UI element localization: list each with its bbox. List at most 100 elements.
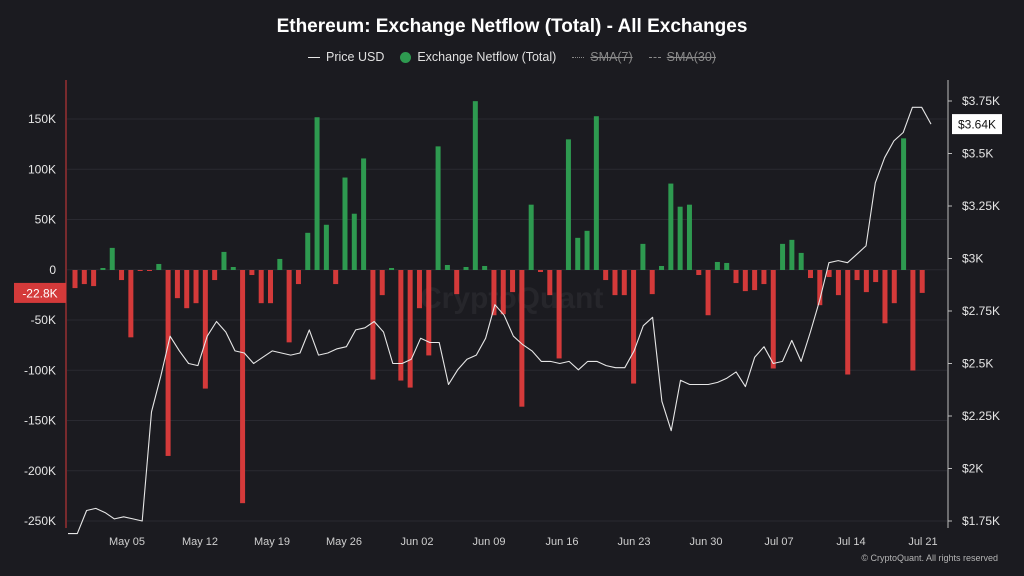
legend-exchange-netflow[interactable]: Exchange Netflow (Total) xyxy=(400,50,556,64)
netflow-bar-negative xyxy=(249,270,255,276)
y-right-tick-label: $3.25K xyxy=(962,199,1000,213)
netflow-bar-negative xyxy=(407,270,413,388)
netflow-bar-negative xyxy=(770,270,776,369)
netflow-bar-positive xyxy=(686,204,692,270)
netflow-bar-negative xyxy=(538,270,543,273)
netflow-bar-negative xyxy=(752,270,758,291)
netflow-bar-positive xyxy=(640,243,646,270)
netflow-bar-negative xyxy=(807,270,813,279)
x-tick-label: Jun 09 xyxy=(472,536,505,548)
netflow-bar-positive xyxy=(277,258,283,270)
netflow-bar-positive xyxy=(724,262,730,270)
netflow-bar-positive xyxy=(342,177,348,270)
y-left-tick-label: -250K xyxy=(24,514,56,528)
netflow-bar-negative xyxy=(835,270,841,296)
netflow-bar-positive xyxy=(221,251,227,270)
x-tick-label: Jul 07 xyxy=(764,536,793,548)
netflow-bar-negative xyxy=(910,270,916,371)
netflow-bar-negative xyxy=(919,270,925,293)
legend-label: SMA(30) xyxy=(666,50,716,64)
netflow-bar-negative xyxy=(398,270,404,381)
netflow-bar-negative xyxy=(519,270,525,407)
netflow-bar-negative xyxy=(184,270,190,309)
legend-price-usd[interactable]: Price USD xyxy=(308,50,384,64)
chart-legend: Price USD Exchange Netflow (Total) SMA(7… xyxy=(0,50,1024,64)
netflow-bar-positive xyxy=(100,267,106,270)
x-tick-label: May 05 xyxy=(109,536,145,548)
netflow-bar-negative xyxy=(891,270,897,304)
copyright-credit: © CryptoQuant. All rights reserved xyxy=(861,553,998,563)
x-tick-label: Jun 30 xyxy=(689,536,722,548)
netflow-bar-negative xyxy=(268,270,274,304)
netflow-bar-positive xyxy=(584,230,590,270)
netflow-bar-negative xyxy=(137,270,143,271)
netflow-bar-negative xyxy=(863,270,869,293)
y-left-tick-label: -200K xyxy=(24,464,56,478)
netflow-bar-negative xyxy=(416,270,422,309)
netflow-bar-negative xyxy=(333,270,339,285)
legend-line-icon xyxy=(308,56,320,58)
x-tick-label: Jun 16 xyxy=(545,536,578,548)
netflow-bar-negative xyxy=(873,270,879,283)
x-tick-label: Jul 21 xyxy=(908,536,937,548)
netflow-bar-negative xyxy=(733,270,739,284)
y-left-tick-label: 0 xyxy=(49,263,56,277)
price-line xyxy=(68,106,932,535)
netflow-bar-positive xyxy=(798,252,804,270)
y-left-tick-label: 100K xyxy=(28,162,56,176)
netflow-bar-negative xyxy=(202,270,208,389)
netflow-bar-negative xyxy=(500,270,506,315)
netflow-bar-negative xyxy=(295,270,301,285)
y-left-tick-label: 50K xyxy=(35,213,56,227)
netflow-bar-negative xyxy=(603,270,609,281)
netflow-bar-positive xyxy=(444,264,450,270)
netflow-bar-negative xyxy=(696,270,702,276)
legend-dot-icon xyxy=(400,51,412,63)
x-tick-label: May 26 xyxy=(326,536,362,548)
netflow-bar-negative xyxy=(379,270,385,296)
netflow-bar-negative xyxy=(286,270,292,343)
current-netflow-badge xyxy=(14,282,66,303)
netflow-bar-negative xyxy=(212,270,218,281)
netflow-bar-negative xyxy=(649,270,655,295)
netflow-bar-positive xyxy=(463,266,469,270)
netflow-bar-positive xyxy=(565,139,571,270)
netflow-bar-negative xyxy=(81,270,87,285)
netflow-bar-negative xyxy=(91,270,97,287)
netflow-bar-negative xyxy=(826,270,832,278)
legend-sma30[interactable]: SMA(30) xyxy=(648,50,716,64)
netflow-bar-negative xyxy=(258,270,264,304)
netflow-bar-negative xyxy=(705,270,711,316)
current-netflow-label: -22.8K xyxy=(22,286,57,300)
netflow-bar-negative xyxy=(631,270,637,384)
legend-sma7[interactable]: SMA(7) xyxy=(572,50,633,64)
netflow-bar-negative xyxy=(72,270,78,289)
netflow-bar-positive xyxy=(780,243,786,270)
netflow-bar-positive xyxy=(109,247,115,270)
netflow-bar-negative xyxy=(426,270,432,356)
y-left-tick-label: -150K xyxy=(24,414,56,428)
netflow-bar-positive xyxy=(789,239,795,270)
y-right-tick-label: $1.75K xyxy=(962,514,1000,528)
netflow-bar-negative xyxy=(146,270,152,271)
netflow-bar-positive xyxy=(156,263,162,270)
netflow-bar-negative xyxy=(370,270,376,380)
netflow-bar-negative xyxy=(621,270,627,296)
netflow-bar-positive xyxy=(323,224,329,270)
y-left-tick-label: -50K xyxy=(31,313,56,327)
chart-title: Ethereum: Exchange Netflow (Total) - All… xyxy=(276,16,748,37)
current-price-badge xyxy=(952,114,1002,135)
netflow-bar-positive xyxy=(472,101,478,270)
netflow-bar-negative xyxy=(556,270,562,359)
netflow-bar-positive xyxy=(528,204,534,270)
legend-dotted-line-icon xyxy=(572,56,585,58)
netflow-bar-negative xyxy=(547,270,553,296)
x-tick-label: May 19 xyxy=(254,536,290,548)
netflow-bar-positive xyxy=(677,206,683,270)
legend-dashed-line-icon xyxy=(648,56,661,58)
netflow-bar-positive xyxy=(659,265,665,270)
netflow-bar-positive xyxy=(482,265,488,270)
netflow-bar-positive xyxy=(593,116,599,270)
netflow-bar-positive xyxy=(361,158,367,270)
